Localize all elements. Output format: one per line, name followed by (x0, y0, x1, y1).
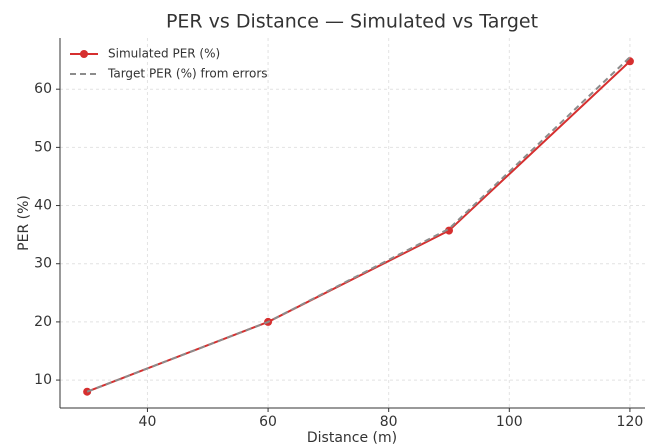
legend-label: Simulated PER (%) (108, 47, 220, 61)
data-point (444, 226, 453, 235)
legend-label: Target PER (%) from errors (107, 67, 268, 81)
y-tick-label: 40 (34, 198, 52, 214)
chart-title: PER vs Distance — Simulated vs Target (166, 11, 538, 33)
series-line (86, 56, 631, 393)
legend-marker (80, 50, 88, 58)
y-tick-label: 50 (34, 139, 52, 155)
series-line (86, 60, 631, 393)
x-tick-label: 100 (496, 414, 523, 430)
y-tick-label: 10 (34, 372, 52, 388)
y-tick-label: 20 (34, 314, 52, 330)
x-tick-label: 60 (259, 414, 277, 430)
y-tick-label: 30 (34, 256, 52, 272)
x-axis-label: Distance (m) (307, 430, 397, 446)
x-tick-label: 80 (380, 414, 398, 430)
x-tick-label: 40 (139, 414, 157, 430)
x-tick-label: 120 (617, 414, 644, 430)
y-tick-label: 60 (34, 81, 52, 97)
y-axis-label: PER (%) (16, 195, 32, 251)
